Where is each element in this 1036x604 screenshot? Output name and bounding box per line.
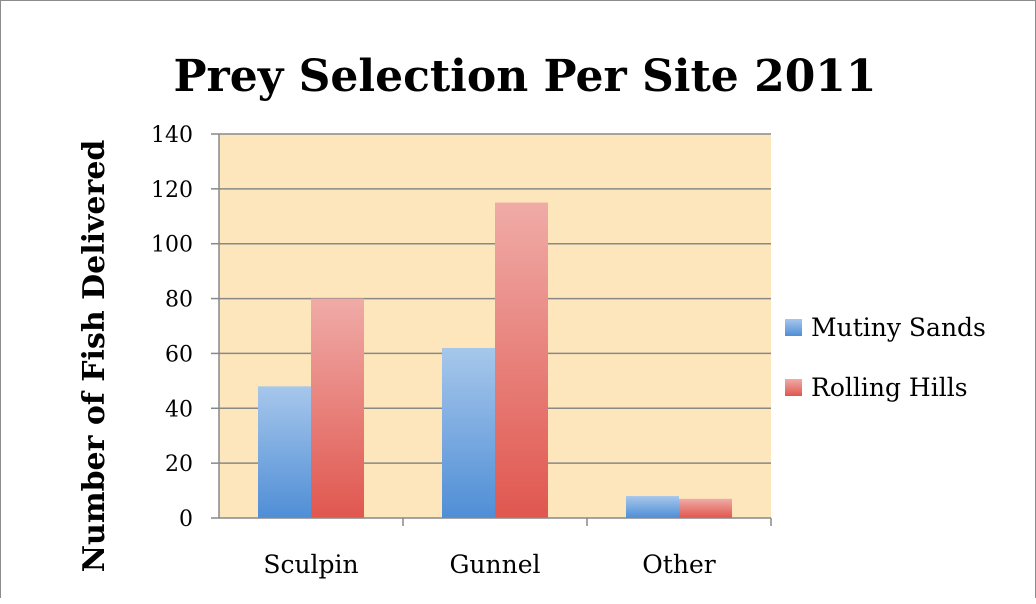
bar-rolling-hills-gunnel xyxy=(495,202,548,519)
legend: Mutiny Sands Rolling Hills xyxy=(785,313,986,402)
y-tick-label: 100 xyxy=(151,233,193,258)
bars xyxy=(258,202,732,519)
bar-rolling-hills-other xyxy=(679,498,732,518)
x-tick-label: Gunnel xyxy=(449,550,540,579)
y-tick-label: 40 xyxy=(165,397,193,422)
chart-title: Prey Selection Per Site 2011 xyxy=(173,51,876,102)
x-tick-label: Other xyxy=(642,550,715,579)
bar-mutiny-sands-gunnel xyxy=(442,347,495,518)
bar-rolling-hills-sculpin xyxy=(311,298,364,518)
x-tick-label: Sculpin xyxy=(263,550,358,579)
y-tick-label: 140 xyxy=(151,123,193,148)
legend-label: Mutiny Sands xyxy=(811,313,986,342)
bar-mutiny-sands-other xyxy=(626,496,679,518)
y-tick-label: 20 xyxy=(165,452,193,477)
legend-swatch xyxy=(785,379,802,396)
axes: 0 20 40 60 80 100 120 140 Sculpin Gunnel Other xyxy=(151,123,772,579)
y-tick-label: 0 xyxy=(179,507,193,532)
y-axis-label: Number of Fish Delivered xyxy=(77,140,112,573)
y-tick-label: 60 xyxy=(165,342,193,367)
legend-swatch xyxy=(785,319,802,336)
bar-mutiny-sands-sculpin xyxy=(258,386,311,518)
y-tick-label: 80 xyxy=(165,288,193,313)
legend-label: Rolling Hills xyxy=(811,373,968,402)
y-tick-label: 120 xyxy=(151,178,193,203)
